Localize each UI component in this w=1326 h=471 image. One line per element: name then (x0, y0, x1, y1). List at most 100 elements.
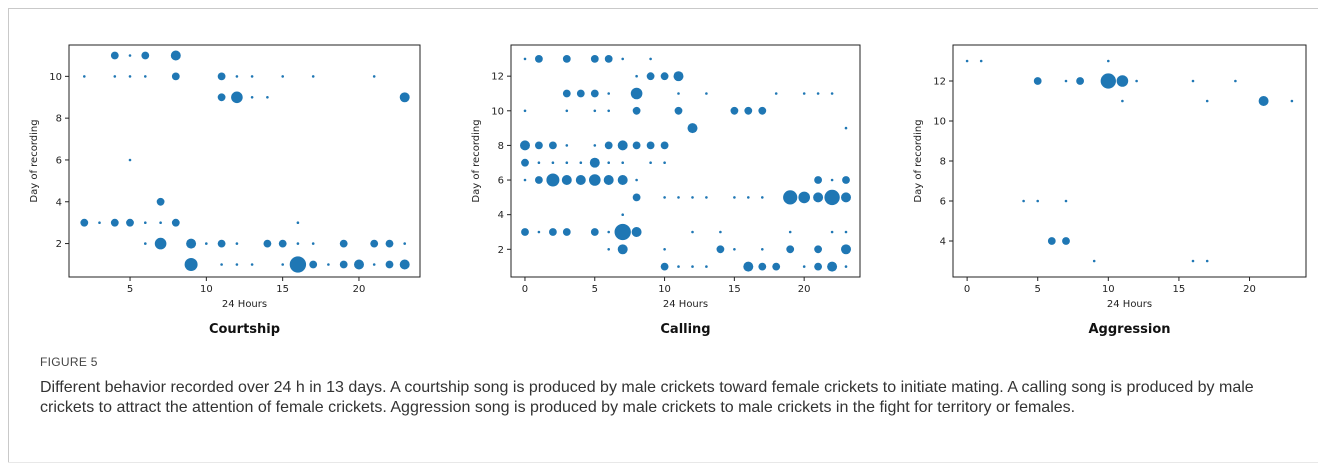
calling-point (733, 248, 736, 251)
calling-point (842, 176, 850, 184)
courtship-point (128, 75, 132, 78)
calling-point (635, 74, 638, 78)
calling-point (565, 109, 569, 113)
calling-plot-frame (510, 44, 861, 278)
courtship-point (126, 218, 134, 227)
figure-frame-top (8, 8, 1318, 9)
courtship-point (98, 221, 101, 224)
calling-point (523, 109, 527, 113)
courtship-point (220, 263, 223, 266)
courtship-point (110, 218, 119, 227)
figure-label: FIGURE 5 (40, 355, 98, 369)
calling-point (589, 174, 601, 186)
courtship-point (339, 239, 348, 248)
calling-point (617, 244, 628, 255)
aggression-point (1290, 99, 1294, 103)
calling-point (649, 161, 652, 164)
aggression-point (1064, 199, 1068, 203)
calling-point (673, 71, 684, 82)
courtship-point (144, 221, 147, 224)
courtship-point (83, 75, 86, 78)
courtship-x-tick-label: 10 (200, 284, 213, 295)
courtship-x-tick-label: 15 (276, 284, 289, 295)
courtship-point (184, 258, 198, 271)
calling-point (844, 126, 848, 130)
courtship-point (205, 242, 208, 245)
aggression-x-axis-label: 24 Hours (1107, 299, 1152, 310)
calling-point (537, 161, 541, 164)
calling-point (521, 228, 529, 236)
calling-point (649, 57, 652, 61)
aggression-x-tick-label: 5 (1035, 284, 1041, 295)
calling-point (565, 161, 569, 164)
calling-point (617, 140, 628, 151)
aggression-point (1062, 237, 1070, 245)
courtship-point (372, 75, 376, 78)
courtship-point (403, 242, 407, 245)
courtship-point (154, 237, 167, 250)
aggression-x-tick-label: 0 (964, 284, 970, 295)
calling-point (772, 262, 781, 271)
calling-point (761, 196, 764, 199)
calling-point (827, 261, 838, 272)
calling-point (632, 141, 641, 150)
calling-point (687, 123, 698, 134)
aggression-point (979, 59, 983, 63)
courtship-point (159, 221, 162, 224)
calling-point (604, 55, 613, 63)
calling-point (719, 230, 722, 234)
courtship-point (128, 54, 132, 57)
courtship-y-tick-label: 6 (56, 155, 62, 166)
courtship-y-tick-label: 10 (49, 72, 62, 83)
calling-point (783, 190, 798, 205)
calling-point (632, 193, 641, 202)
aggression-point (1205, 99, 1209, 103)
calling-point (607, 248, 610, 251)
calling-point (663, 161, 666, 164)
aggression-point (1121, 99, 1124, 103)
courtship-point (309, 260, 318, 269)
calling-point (551, 161, 555, 164)
calling-point (730, 106, 739, 115)
courtship-x-axis-label: 24 Hours (222, 299, 267, 310)
calling-y-axis-label: Day of recording (471, 119, 482, 202)
courtship-point (296, 242, 300, 245)
calling-point (802, 92, 806, 95)
calling-point (593, 109, 597, 113)
aggression-y-tick-label: 10 (933, 117, 946, 128)
aggression-y-tick-label: 8 (940, 157, 946, 168)
calling-point (590, 55, 599, 63)
calling-point (758, 262, 767, 271)
calling-point (761, 248, 764, 251)
courtship-panel-title: Courtship (209, 322, 280, 337)
aggression-point (1191, 259, 1195, 263)
aggression-y-tick-label: 4 (940, 237, 946, 248)
calling-point (841, 192, 851, 203)
calling-point (743, 261, 754, 272)
calling-point (562, 228, 571, 236)
calling-point (677, 92, 680, 95)
calling-point (841, 244, 851, 255)
calling-point (691, 230, 694, 234)
calling-point (523, 178, 527, 182)
courtship-point (339, 260, 348, 269)
calling-point (798, 191, 810, 204)
courtship-point (385, 260, 394, 269)
calling-point (576, 89, 585, 98)
courtship-plot-frame (68, 44, 421, 278)
courtship-point (311, 242, 315, 245)
courtship-point (231, 91, 243, 104)
calling-point (614, 223, 631, 241)
calling-point (621, 161, 624, 164)
courtship-point (217, 239, 226, 248)
aggression-x-tick-label: 10 (1102, 284, 1115, 295)
calling-point (830, 178, 834, 182)
calling-point (590, 89, 599, 98)
calling-point (535, 55, 543, 63)
courtship-y-axis-label: Day of recording (29, 119, 40, 202)
calling-point (630, 87, 643, 100)
courtship-point (266, 96, 269, 99)
courtship-point (263, 239, 272, 248)
calling-point (593, 144, 597, 147)
